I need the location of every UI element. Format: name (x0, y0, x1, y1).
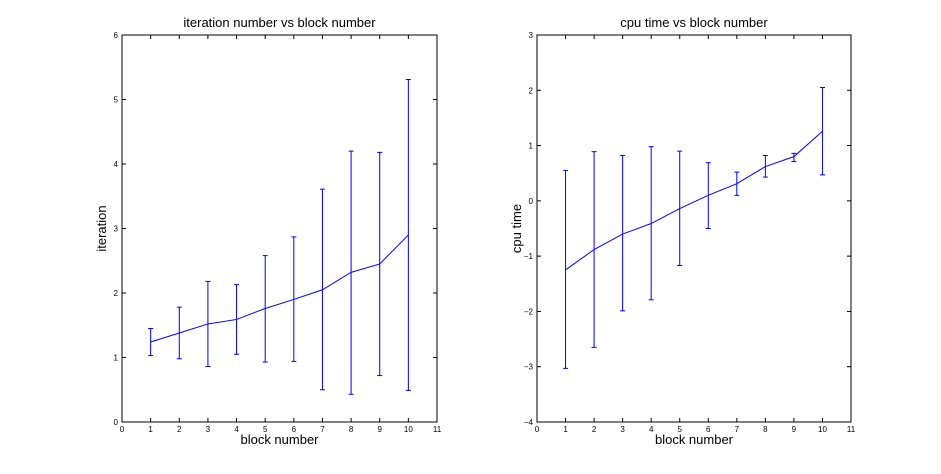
x-tick-label: 8 (349, 425, 354, 434)
error-bar (620, 155, 626, 312)
chart-panel-1: 0 1 2 3 4 5 6 7 8 9 10 11 0 1 2 3 4 5 6 iteration number vs… (94, 15, 442, 447)
y-tick-label: 0 (114, 418, 119, 427)
y-tick-label: −4 (524, 418, 534, 427)
y-tick-label: 4 (114, 160, 119, 169)
x-tick-label: 1 (563, 425, 568, 434)
y-tick-label: 6 (114, 31, 119, 40)
y-axis-label: cpu time (509, 204, 524, 253)
y-tick-label: 2 (529, 86, 534, 95)
y-tick-label: 1 (114, 354, 119, 363)
x-tick-label: 1 (148, 425, 153, 434)
x-tick-label: 10 (404, 425, 413, 434)
x-tick-label: 6 (706, 425, 711, 434)
x-tick-label: 11 (433, 425, 442, 434)
x-tick-label: 5 (263, 425, 268, 434)
x-tick-label: 3 (620, 425, 625, 434)
y-tick-label: 0 (529, 197, 534, 206)
x-axis-label: block number (655, 432, 734, 447)
x-tick-label: 5 (678, 425, 683, 434)
x-tick-label: 4 (234, 425, 239, 434)
x-tick-label: 3 (206, 425, 211, 434)
y-tick-label: 1 (529, 142, 534, 151)
error-bar (791, 152, 797, 163)
y-tick-label: 2 (114, 289, 119, 298)
y-tick-label: 3 (114, 225, 119, 234)
x-tick-label: 11 (847, 425, 856, 434)
x-tick-label: 7 (735, 425, 740, 434)
x-tick-label: 10 (818, 425, 827, 434)
y-tick-label: 5 (114, 96, 119, 105)
y-tick-label: −3 (524, 363, 534, 372)
x-tick-label: 0 (535, 425, 540, 434)
chart-title: cpu time vs block number (620, 15, 768, 30)
x-tick-label: 2 (177, 425, 182, 434)
chart-panel-2: 0 1 2 3 4 5 6 7 8 9 10 11 −4 −3 −2 −1 0 1 2 3 cpu time vs bl… (509, 15, 856, 447)
y-tick-label: −2 (524, 307, 534, 316)
x-tick-label: 9 (378, 425, 383, 434)
x-tick-label: 9 (792, 425, 797, 434)
y-tick-label: 3 (529, 31, 534, 40)
chart-title: iteration number vs block number (183, 15, 376, 30)
x-tick-label: 0 (120, 425, 125, 434)
x-tick-label: 7 (320, 425, 325, 434)
series-line (150, 234, 409, 343)
plot-frame (121, 34, 438, 423)
x-tick-label: 4 (649, 425, 654, 434)
y-tick-label: −1 (524, 252, 534, 261)
x-axis-label: block number (240, 432, 319, 447)
series-line (565, 130, 823, 271)
y-axis-label: iteration (94, 205, 109, 251)
x-tick-label: 8 (763, 425, 768, 434)
x-tick-label: 2 (592, 425, 597, 434)
plot-frame (536, 34, 852, 423)
x-tick-label: 6 (292, 425, 297, 434)
